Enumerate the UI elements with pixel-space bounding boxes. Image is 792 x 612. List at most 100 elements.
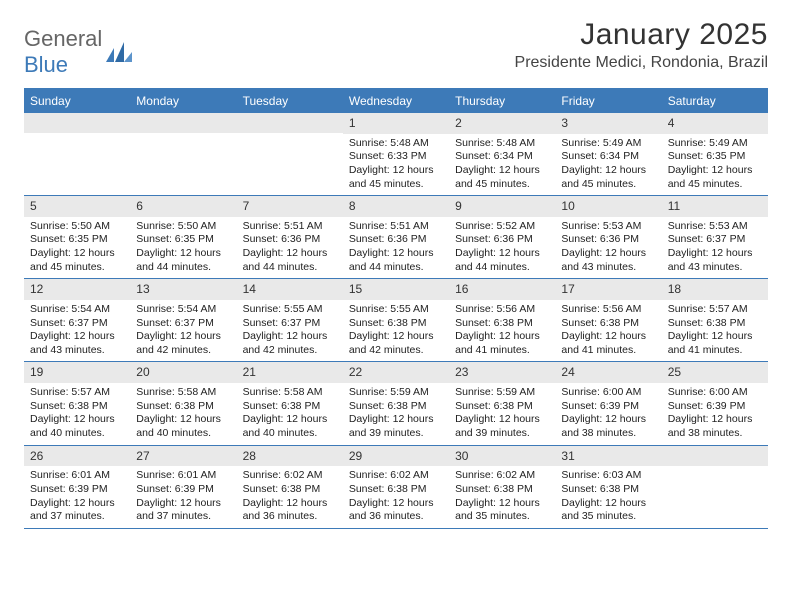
day-body: Sunrise: 5:57 AMSunset: 6:38 PMDaylight:… (662, 300, 768, 362)
calendar-day: 17Sunrise: 5:56 AMSunset: 6:38 PMDayligh… (555, 279, 661, 361)
day-number: 14 (237, 279, 343, 300)
day-body: Sunrise: 5:49 AMSunset: 6:34 PMDaylight:… (555, 134, 661, 196)
sunrise-text: Sunrise: 5:56 AM (455, 303, 549, 317)
day-body: Sunrise: 5:53 AMSunset: 6:37 PMDaylight:… (662, 217, 768, 279)
calendar-day: 1Sunrise: 5:48 AMSunset: 6:33 PMDaylight… (343, 113, 449, 195)
daylight-text: Daylight: 12 hours and 36 minutes. (349, 497, 443, 524)
sunset-text: Sunset: 6:38 PM (349, 400, 443, 414)
calendar-day: 4Sunrise: 5:49 AMSunset: 6:35 PMDaylight… (662, 113, 768, 195)
sunset-text: Sunset: 6:39 PM (136, 483, 230, 497)
calendar-day: 2Sunrise: 5:48 AMSunset: 6:34 PMDaylight… (449, 113, 555, 195)
sunrise-text: Sunrise: 6:02 AM (243, 469, 337, 483)
sunrise-text: Sunrise: 5:58 AM (243, 386, 337, 400)
daylight-text: Daylight: 12 hours and 42 minutes. (136, 330, 230, 357)
calendar-day: 11Sunrise: 5:53 AMSunset: 6:37 PMDayligh… (662, 196, 768, 278)
sunset-text: Sunset: 6:36 PM (243, 233, 337, 247)
sunset-text: Sunset: 6:38 PM (243, 483, 337, 497)
calendar-day: 24Sunrise: 6:00 AMSunset: 6:39 PMDayligh… (555, 362, 661, 444)
day-number: 26 (24, 446, 130, 467)
logo-word2: Blue (24, 52, 68, 77)
daylight-text: Daylight: 12 hours and 45 minutes. (668, 164, 762, 191)
day-body: Sunrise: 6:00 AMSunset: 6:39 PMDaylight:… (662, 383, 768, 445)
calendar-day: 10Sunrise: 5:53 AMSunset: 6:36 PMDayligh… (555, 196, 661, 278)
day-body: Sunrise: 5:54 AMSunset: 6:37 PMDaylight:… (24, 300, 130, 362)
day-number: 6 (130, 196, 236, 217)
calendar-day: 15Sunrise: 5:55 AMSunset: 6:38 PMDayligh… (343, 279, 449, 361)
calendar-grid: SundayMondayTuesdayWednesdayThursdayFrid… (24, 88, 768, 529)
sunset-text: Sunset: 6:38 PM (136, 400, 230, 414)
day-body: Sunrise: 5:50 AMSunset: 6:35 PMDaylight:… (24, 217, 130, 279)
calendar-day: 8Sunrise: 5:51 AMSunset: 6:36 PMDaylight… (343, 196, 449, 278)
day-number (237, 113, 343, 133)
sunrise-text: Sunrise: 5:50 AM (136, 220, 230, 234)
day-body: Sunrise: 5:48 AMSunset: 6:33 PMDaylight:… (343, 134, 449, 196)
daylight-text: Daylight: 12 hours and 40 minutes. (136, 413, 230, 440)
sunset-text: Sunset: 6:37 PM (243, 317, 337, 331)
calendar-week: 26 Sunrise: 6:01 AMSunset: 6:39 PM Dayligh… (24, 446, 768, 529)
sunrise-text: Sunrise: 6:01 AM (136, 469, 230, 483)
calendar-day: 7Sunrise: 5:51 AMSunset: 6:36 PMDaylight… (237, 196, 343, 278)
sunset-text: Sunset: 6:37 PM (136, 317, 230, 331)
day-number: 22 (343, 362, 449, 383)
day-number: 17 (555, 279, 661, 300)
day-number: 28 (237, 446, 343, 467)
sunset-text: Sunset: 6:39 PM (561, 400, 655, 414)
calendar-day: 26Sunrise: 6:01 AMSunset: 6:39 PMDayligh… (24, 446, 130, 528)
sunrise-text: Sunrise: 6:00 AM (561, 386, 655, 400)
day-body: Sunrise: 6:03 AMSunset: 6:38 PMDaylight:… (555, 466, 661, 528)
sunset-text: Sunset: 6:38 PM (349, 317, 443, 331)
day-body: Sunrise: 5:56 AMSunset: 6:38 PMDaylight:… (555, 300, 661, 362)
day-number: 9 (449, 196, 555, 217)
weekday-header-row: SundayMondayTuesdayWednesdayThursdayFrid… (24, 89, 768, 113)
sunset-text: Sunset: 6:36 PM (349, 233, 443, 247)
day-number: 11 (662, 196, 768, 217)
calendar-day: 6Sunrise: 5:50 AMSunset: 6:35 PMDaylight… (130, 196, 236, 278)
sunset-text: Sunset: 6:37 PM (30, 317, 124, 331)
day-number: 7 (237, 196, 343, 217)
daylight-text: Daylight: 12 hours and 45 minutes. (455, 164, 549, 191)
day-body: Sunrise: 5:48 AMSunset: 6:34 PMDaylight:… (449, 134, 555, 196)
day-body: Sunrise: 5:55 AMSunset: 6:38 PMDaylight:… (343, 300, 449, 362)
sunset-text: Sunset: 6:34 PM (561, 150, 655, 164)
day-number: 25 (662, 362, 768, 383)
weekday-header: Friday (555, 89, 661, 113)
day-body: Sunrise: 5:59 AMSunset: 6:38 PMDaylight:… (449, 383, 555, 445)
sunrise-text: Sunrise: 5:58 AM (136, 386, 230, 400)
logo-text: General Blue (24, 26, 102, 78)
day-number: 18 (662, 279, 768, 300)
calendar-day: 22Sunrise: 5:59 AMSunset: 6:38 PMDayligh… (343, 362, 449, 444)
day-number: 31 (555, 446, 661, 467)
sunset-text: Sunset: 6:38 PM (30, 400, 124, 414)
daylight-text: Daylight: 12 hours and 43 minutes. (668, 247, 762, 274)
daylight-text: Daylight: 12 hours and 43 minutes. (30, 330, 124, 357)
day-number: 23 (449, 362, 555, 383)
daylight-text: Daylight: 12 hours and 41 minutes. (455, 330, 549, 357)
calendar-day: 31Sunrise: 6:03 AMSunset: 6:38 PMDayligh… (555, 446, 661, 528)
day-body: Sunrise: 5:50 AMSunset: 6:35 PMDaylight:… (130, 217, 236, 279)
sunrise-text: Sunrise: 5:48 AM (455, 137, 549, 151)
sunrise-text: Sunrise: 5:51 AM (349, 220, 443, 234)
sunrise-text: Sunrise: 5:51 AM (243, 220, 337, 234)
calendar-day: 12Sunrise: 5:54 AMSunset: 6:37 PMDayligh… (24, 279, 130, 361)
day-body: Sunrise: 6:02 AMSunset: 6:38 PMDaylight:… (449, 466, 555, 528)
sunrise-text: Sunrise: 5:59 AM (349, 386, 443, 400)
weekday-header: Sunday (24, 89, 130, 113)
sunset-text: Sunset: 6:38 PM (455, 400, 549, 414)
daylight-text: Daylight: 12 hours and 40 minutes. (30, 413, 124, 440)
sunrise-text: Sunrise: 5:48 AM (349, 137, 443, 151)
sunset-text: Sunset: 6:38 PM (455, 483, 549, 497)
day-number: 1 (343, 113, 449, 134)
sunrise-text: Sunrise: 5:49 AM (668, 137, 762, 151)
location-text: Presidente Medici, Rondonia, Brazil (515, 54, 768, 72)
day-body: Sunrise: 5:58 AMSunset: 6:38 PMDaylight:… (237, 383, 343, 445)
daylight-text: Daylight: 12 hours and 38 minutes. (561, 413, 655, 440)
sunset-text: Sunset: 6:35 PM (30, 233, 124, 247)
day-number: 27 (130, 446, 236, 467)
day-number (24, 113, 130, 133)
day-body: Sunrise: 6:02 AMSunset: 6:38 PMDaylight:… (237, 466, 343, 528)
day-body: Sunrise: 5:49 AMSunset: 6:35 PMDaylight:… (662, 134, 768, 196)
sunset-text: Sunset: 6:36 PM (561, 233, 655, 247)
calendar-day: 16Sunrise: 5:56 AMSunset: 6:38 PMDayligh… (449, 279, 555, 361)
weekday-header: Saturday (662, 89, 768, 113)
sunset-text: Sunset: 6:38 PM (561, 317, 655, 331)
